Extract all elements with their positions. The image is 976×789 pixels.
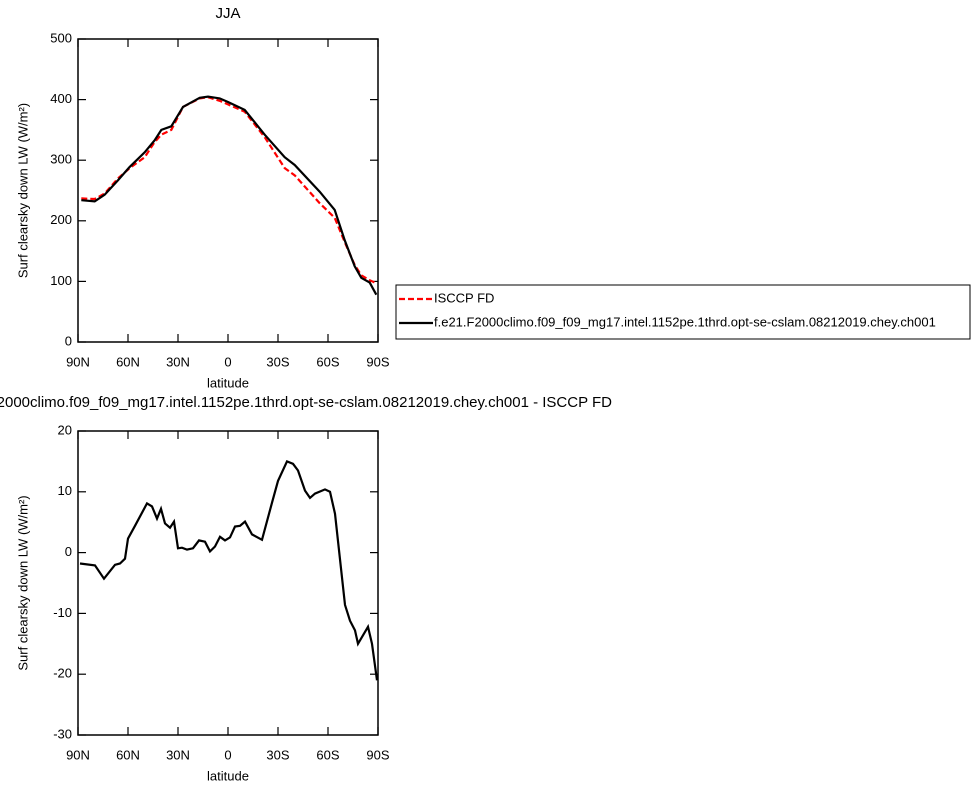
x-tick-label: 60N	[116, 747, 140, 762]
y-tick-label: -10	[53, 605, 72, 620]
x-tick-label: 30N	[166, 747, 190, 762]
legend-label: f.e21.F2000climo.f09_f09_mg17.intel.1152…	[434, 314, 936, 329]
data-line	[79, 459, 379, 681]
y-tick-label: 400	[50, 91, 72, 106]
x-axis-label: latitude	[207, 375, 249, 390]
x-tick-label: 30S	[266, 747, 289, 762]
x-tick-label: 30S	[266, 354, 289, 369]
legend-label: ISCCP FD	[434, 290, 494, 305]
y-axis-label: Surf clearsky down LW (W/m²)	[15, 495, 30, 670]
data-line	[81, 96, 377, 285]
x-tick-label: 30N	[166, 354, 190, 369]
x-tick-label: 60N	[116, 354, 140, 369]
chart-title: f.e21.F2000climo.f09_f09_mg17.intel.1152…	[0, 394, 612, 411]
x-tick-label: 90N	[66, 354, 90, 369]
plot-frame	[77, 430, 379, 736]
y-tick-label: -20	[53, 666, 72, 681]
y-tick-label: 20	[58, 422, 72, 437]
data-line	[81, 95, 378, 296]
x-tick-label: 90S	[366, 747, 389, 762]
legend-box	[395, 284, 971, 340]
x-tick-label: 60S	[316, 747, 339, 762]
y-tick-label: 200	[50, 212, 72, 227]
x-tick-label: 0	[224, 354, 231, 369]
y-tick-label: 300	[50, 152, 72, 167]
y-tick-label: 500	[50, 30, 72, 45]
x-axis-label: latitude	[207, 768, 249, 783]
y-tick-label: 10	[58, 483, 72, 498]
plot-frame	[77, 38, 379, 343]
x-tick-label: 60S	[316, 354, 339, 369]
y-tick-label: 0	[65, 333, 72, 348]
y-tick-label: 0	[65, 544, 72, 559]
chart-title: JJA	[215, 5, 240, 22]
x-tick-label: 0	[224, 747, 231, 762]
y-axis-label: Surf clearsky down LW (W/m²)	[15, 103, 30, 278]
x-tick-label: 90N	[66, 747, 90, 762]
y-tick-label: 100	[50, 273, 72, 288]
x-tick-label: 90S	[366, 354, 389, 369]
y-tick-label: -30	[53, 726, 72, 741]
